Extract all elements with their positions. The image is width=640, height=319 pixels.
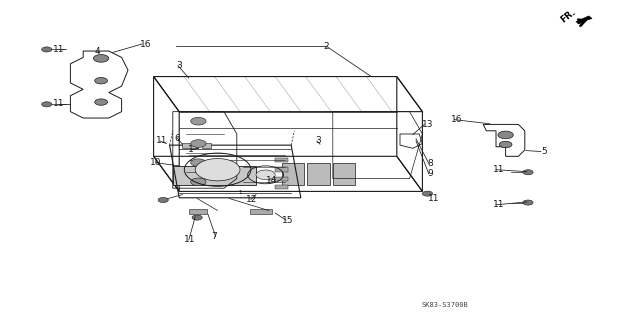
Bar xyxy=(275,167,288,172)
Text: 4: 4 xyxy=(95,47,100,56)
Circle shape xyxy=(191,117,206,125)
Text: 12: 12 xyxy=(246,195,258,204)
Circle shape xyxy=(191,178,206,186)
Circle shape xyxy=(523,170,533,175)
Text: 10: 10 xyxy=(150,158,162,167)
Text: FR.: FR. xyxy=(559,7,577,24)
Text: 14: 14 xyxy=(266,176,277,185)
Circle shape xyxy=(191,159,206,167)
Circle shape xyxy=(498,131,513,139)
Text: 15: 15 xyxy=(282,216,293,225)
Circle shape xyxy=(42,47,52,52)
Circle shape xyxy=(158,197,168,203)
Circle shape xyxy=(195,159,240,181)
Text: 8: 8 xyxy=(428,159,433,168)
Text: 16: 16 xyxy=(140,40,151,49)
Circle shape xyxy=(523,200,533,205)
Circle shape xyxy=(499,141,512,148)
Text: 11: 11 xyxy=(53,99,65,108)
Text: 1: 1 xyxy=(188,145,193,154)
Text: 11: 11 xyxy=(493,200,504,209)
Polygon shape xyxy=(282,163,304,185)
Text: 13: 13 xyxy=(422,120,434,129)
Text: 11: 11 xyxy=(428,194,439,203)
Text: 3: 3 xyxy=(176,61,182,70)
Polygon shape xyxy=(173,166,256,185)
Bar xyxy=(275,158,288,162)
Text: 5: 5 xyxy=(541,147,547,156)
Text: SK83-S3700B: SK83-S3700B xyxy=(421,302,468,308)
Circle shape xyxy=(256,170,275,180)
Text: 16: 16 xyxy=(451,115,463,124)
Circle shape xyxy=(93,55,109,62)
Bar xyxy=(250,209,272,214)
Bar xyxy=(189,209,207,214)
Text: 1: 1 xyxy=(238,189,241,195)
Circle shape xyxy=(191,140,206,147)
Bar xyxy=(275,185,288,189)
Bar xyxy=(182,143,198,148)
Circle shape xyxy=(422,191,433,196)
Text: 3: 3 xyxy=(316,137,321,145)
Polygon shape xyxy=(333,163,355,185)
Text: 7: 7 xyxy=(211,232,217,241)
Circle shape xyxy=(95,78,108,84)
Circle shape xyxy=(42,102,52,107)
Circle shape xyxy=(192,215,202,220)
Bar xyxy=(275,177,288,181)
Text: 9: 9 xyxy=(428,169,433,178)
Text: 11: 11 xyxy=(156,137,167,145)
Polygon shape xyxy=(576,16,592,23)
Polygon shape xyxy=(307,163,330,185)
Text: 6: 6 xyxy=(174,134,180,143)
Text: 11: 11 xyxy=(53,45,65,54)
Bar xyxy=(202,143,211,148)
Circle shape xyxy=(95,99,108,105)
Text: 11: 11 xyxy=(493,165,504,174)
Text: 11: 11 xyxy=(184,235,196,244)
Text: 2: 2 xyxy=(323,42,329,51)
